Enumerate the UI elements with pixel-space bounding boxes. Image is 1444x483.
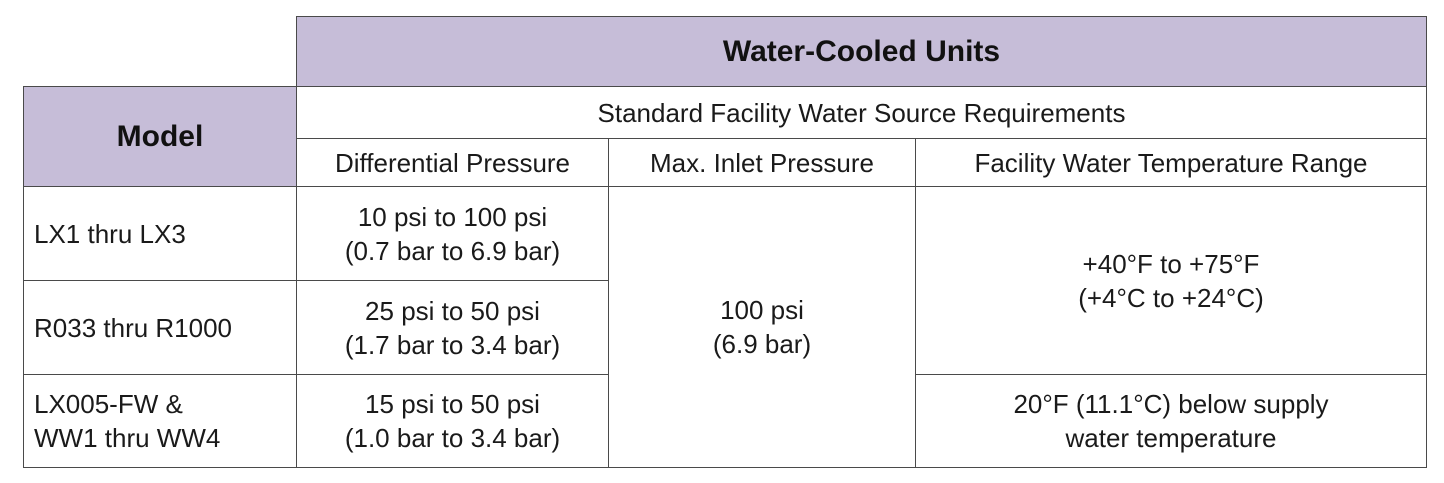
- subtitle: Standard Facility Water Source Requireme…: [597, 97, 1126, 128]
- inlet-cell: 100 psi (6.9 bar): [608, 186, 916, 468]
- model-header: Model: [23, 86, 297, 187]
- cell-text: (6.9 bar): [712, 329, 812, 359]
- header-text: Model: [116, 119, 204, 153]
- cell-text: water temperature: [1065, 423, 1277, 453]
- cell-text: 25 psi to 50 psi: [365, 295, 540, 326]
- cell-text: 20°F (11.1°C) below supply: [1013, 389, 1329, 419]
- cell-text: WW1 thru WW4: [34, 423, 221, 453]
- column-header: Differential Pressure: [296, 138, 609, 187]
- pressure-cell: 15 psi to 50 psi (1.0 bar to 3.4 bar): [296, 374, 609, 468]
- model-cell: LX005-FW & WW1 thru WW4: [23, 374, 297, 468]
- cell-text: LX005-FW &: [34, 389, 183, 419]
- model-cell: R033 thru R1000: [23, 280, 297, 375]
- cell-text: 15 psi to 50 psi: [365, 389, 540, 419]
- pressure-cell: 25 psi to 50 psi (1.7 bar to 3.4 bar): [296, 280, 609, 375]
- header-text: Facility Water Temperature Range: [974, 147, 1368, 178]
- temperature-cell: +40°F to +75°F (+4°C to +24°C): [915, 186, 1427, 375]
- title-cell: Water-Cooled Units: [296, 16, 1427, 87]
- cell-text: 10 psi to 100 psi: [357, 201, 548, 232]
- cell-text: (1.0 bar to 3.4 bar): [344, 423, 561, 453]
- subtitle-cell: Standard Facility Water Source Requireme…: [296, 86, 1427, 139]
- cell-text: 100 psi: [720, 295, 804, 325]
- column-header: Facility Water Temperature Range: [915, 138, 1427, 187]
- column-header: Max. Inlet Pressure: [608, 138, 916, 187]
- title: Water-Cooled Units: [722, 34, 1001, 68]
- header-text: Differential Pressure: [334, 147, 571, 178]
- pressure-cell: 10 psi to 100 psi (0.7 bar to 6.9 bar): [296, 186, 609, 281]
- cell-text: (+4°C to +24°C): [1078, 282, 1264, 313]
- cell-text: (0.7 bar to 6.9 bar): [344, 235, 561, 266]
- model-cell: LX1 thru LX3: [23, 186, 297, 281]
- header-text: Max. Inlet Pressure: [650, 147, 874, 178]
- cell-text: R033 thru R1000: [34, 312, 233, 343]
- cell-text: LX1 thru LX3: [34, 218, 186, 249]
- temperature-cell: 20°F (11.1°C) below supply water temperat…: [915, 374, 1427, 468]
- cell-text: +40°F to +75°F: [1082, 248, 1260, 279]
- cell-text: (1.7 bar to 3.4 bar): [344, 329, 561, 360]
